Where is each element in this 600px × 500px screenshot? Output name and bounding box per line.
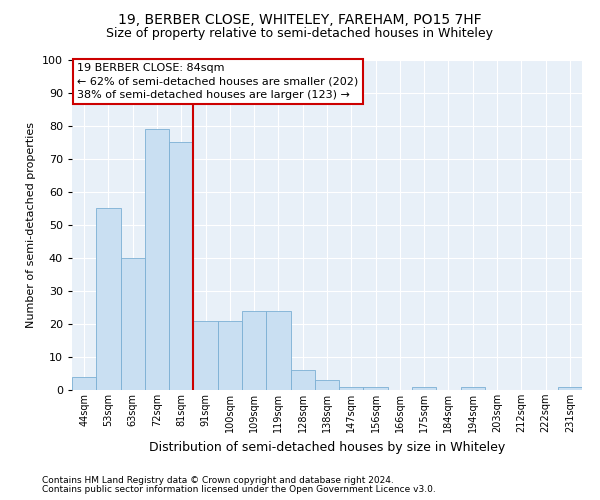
Bar	[242, 311, 266, 390]
Bar	[121, 258, 145, 390]
Text: Contains public sector information licensed under the Open Government Licence v3: Contains public sector information licen…	[42, 485, 436, 494]
Text: 19, BERBER CLOSE, WHITELEY, FAREHAM, PO15 7HF: 19, BERBER CLOSE, WHITELEY, FAREHAM, PO1…	[118, 12, 482, 26]
Bar	[290, 370, 315, 390]
X-axis label: Distribution of semi-detached houses by size in Whiteley: Distribution of semi-detached houses by …	[149, 440, 505, 454]
Text: Contains HM Land Registry data © Crown copyright and database right 2024.: Contains HM Land Registry data © Crown c…	[42, 476, 394, 485]
Bar	[461, 386, 485, 390]
Bar	[72, 377, 96, 390]
Bar	[218, 320, 242, 390]
Text: 19 BERBER CLOSE: 84sqm
← 62% of semi-detached houses are smaller (202)
38% of se: 19 BERBER CLOSE: 84sqm ← 62% of semi-det…	[77, 64, 358, 100]
Bar	[169, 142, 193, 390]
Bar	[96, 208, 121, 390]
Bar	[558, 386, 582, 390]
Bar	[339, 386, 364, 390]
Bar	[364, 386, 388, 390]
Bar	[315, 380, 339, 390]
Bar	[266, 311, 290, 390]
Bar	[145, 130, 169, 390]
Bar	[412, 386, 436, 390]
Bar	[193, 320, 218, 390]
Y-axis label: Number of semi-detached properties: Number of semi-detached properties	[26, 122, 37, 328]
Text: Size of property relative to semi-detached houses in Whiteley: Size of property relative to semi-detach…	[107, 28, 493, 40]
